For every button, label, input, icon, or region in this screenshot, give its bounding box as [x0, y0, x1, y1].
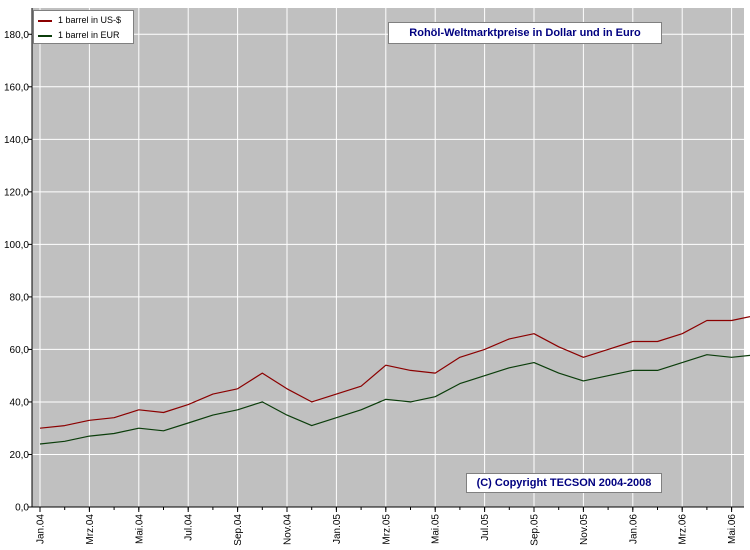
x-tick-label: Nov.04 [283, 514, 294, 545]
legend-label-eur: 1 barrel in EUR [58, 30, 120, 40]
y-tick-label: 80,0 [10, 292, 30, 303]
y-tick-label: 140,0 [4, 135, 29, 146]
x-tick-label: Mai.04 [134, 514, 145, 544]
x-tick-label: Mai.06 [727, 514, 738, 544]
x-tick-label: Nov.05 [579, 514, 590, 545]
x-tick-label: Mrz.05 [381, 514, 392, 545]
y-tick-label: 160,0 [4, 82, 29, 93]
y-axis: 0,0 20,0 40,0 60,0 80,0 100,0 120,0 140,0 160,0 1… [4, 30, 32, 514]
y-tick-label: 180,0 [4, 30, 29, 41]
copyright-note: (C) Copyright TECSON 2004-2008 [466, 473, 662, 493]
x-axis: Jan.04 Mrz.04 Mai.04 Jul.04 Sep.04 Nov.04 Jan.… [36, 507, 738, 546]
legend-item-eur: 1 barrel in EUR [38, 28, 120, 42]
legend-swatch-eur [38, 34, 52, 37]
legend-swatch-usd [38, 19, 52, 22]
y-tick-label: 0,0 [15, 503, 29, 514]
x-tick-label: Jul.05 [480, 514, 491, 541]
legend: 1 barrel in US-$ 1 barrel in EUR [33, 10, 134, 44]
x-tick-label: Jan.04 [36, 514, 47, 544]
x-tick-label: Mrz.04 [85, 514, 96, 545]
series-line-eur [39, 354, 750, 445]
x-tick-label: Jan.05 [332, 514, 343, 544]
x-tick-label: Mrz.06 [678, 514, 689, 545]
series-line-usd [39, 316, 750, 429]
x-tick-label: Mai.05 [431, 514, 442, 544]
grid [32, 8, 744, 507]
chart-title: Rohöl-Weltmarktpreise in Dollar und in E… [388, 22, 662, 44]
x-tick-label: Jan.06 [628, 514, 639, 544]
x-tick-label: Sep.05 [530, 514, 541, 546]
legend-label-usd: 1 barrel in US-$ [58, 15, 122, 25]
y-tick-label: 100,0 [4, 240, 29, 251]
y-tick-label: 120,0 [4, 187, 29, 198]
y-tick-label: 40,0 [10, 397, 30, 408]
x-tick-label: Sep.04 [233, 514, 244, 546]
plot-background [32, 8, 744, 507]
x-tick-label: Jul.04 [184, 514, 195, 541]
y-tick-label: 60,0 [10, 345, 30, 356]
legend-item-usd: 1 barrel in US-$ [38, 13, 121, 27]
series-lines [39, 316, 750, 445]
y-tick-label: 20,0 [10, 450, 30, 461]
